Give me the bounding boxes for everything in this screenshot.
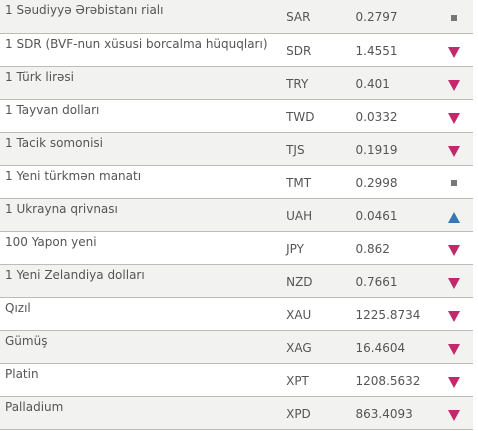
currency-name: Gümüş: [0, 330, 283, 364]
currency-code: XPD: [282, 396, 356, 430]
currency-name: 1 SDR (BVF-nun xüsusi borcalma hüquqları…: [0, 33, 283, 67]
currency-code: TRY: [282, 66, 356, 100]
currency-name: 1 Səudiyyə Ərəbistanı rialı: [0, 0, 283, 34]
trend-down-icon: [448, 409, 461, 421]
exchange-rate-value: 0.7661: [355, 264, 436, 298]
trend-cell: [435, 330, 473, 364]
currency-code: NZD: [282, 264, 356, 298]
currency-name: Qızıl: [0, 297, 283, 331]
trend-unchanged-icon: [451, 14, 458, 21]
currency-row-xpd: Palladium XPD 863.4093: [0, 396, 473, 430]
currency-row-jpy: 100 Yapon yeni JPY 0.862: [0, 231, 473, 265]
currency-row-sar: 1 Səudiyyə Ərəbistanı rialı SAR 0.2797: [0, 0, 473, 34]
currency-row-tmt: 1 Yeni türkmən manatı TMT 0.2998: [0, 165, 473, 199]
currency-name: 1 Tacik somonisi: [0, 132, 283, 166]
currency-code: SDR: [282, 33, 356, 67]
trend-down-icon: [448, 376, 461, 388]
exchange-rate-value: 0.2998: [355, 165, 436, 199]
trend-unchanged-icon: [451, 180, 458, 186]
exchange-rate-value: 1225.8734: [355, 297, 436, 331]
trend-cell: [435, 132, 473, 166]
trend-cell: [435, 198, 473, 232]
currency-row-xag: Gümüş XAG 16.4604: [0, 330, 473, 364]
exchange-rate-value: 16.4604: [355, 330, 436, 364]
trend-cell: [435, 33, 473, 67]
exchange-rate-value: 0.2797: [355, 0, 436, 34]
currency-name: 1 Yeni Zelandiya dolları: [0, 264, 283, 298]
currency-code: JPY: [282, 231, 356, 265]
trend-cell: [435, 396, 473, 430]
currency-row-xpt: Platin XPT 1208.5632: [0, 363, 473, 397]
currency-row-uah: 1 Ukrayna qrivnası UAH 0.0461: [0, 198, 473, 232]
exchange-rate-value: 1.4551: [355, 33, 436, 67]
trend-cell: [435, 66, 473, 100]
currency-row-try: 1 Türk lirəsi TRY 0.401: [0, 66, 473, 100]
currency-name: 1 Yeni türkmən manatı: [0, 165, 283, 199]
exchange-rate-value: 0.401: [355, 66, 436, 100]
trend-down-icon: [448, 79, 461, 91]
currency-code: TJS: [282, 132, 356, 166]
exchange-rate-value: 863.4093: [355, 396, 436, 430]
trend-cell: [435, 264, 473, 298]
exchange-rate-value: 1208.5632: [355, 363, 436, 397]
trend-down-icon: [448, 112, 461, 124]
currency-name: 1 Tayvan dolları: [0, 99, 283, 133]
currency-code: XPT: [282, 363, 356, 397]
currency-name: 100 Yapon yeni: [0, 231, 283, 265]
trend-cell: [435, 363, 473, 397]
currency-code: SAR: [282, 0, 356, 34]
currency-code: UAH: [282, 198, 356, 232]
currency-code: TWD: [282, 99, 356, 133]
trend-down-icon: [448, 46, 461, 58]
exchange-rate-value: 0.0461: [355, 198, 436, 232]
trend-down-icon: [448, 244, 461, 256]
currency-row-twd: 1 Tayvan dolları TWD 0.0332: [0, 99, 473, 133]
exchange-rate-value: 0.862: [355, 231, 436, 265]
currency-row-xau: Qızıl XAU 1225.8734: [0, 297, 473, 331]
trend-down-icon: [448, 277, 461, 289]
trend-cell: [435, 99, 473, 133]
exchange-rate-value: 0.0332: [355, 99, 436, 133]
currency-code: TMT: [282, 165, 356, 199]
trend-down-icon: [448, 145, 461, 157]
currency-code: XAU: [282, 297, 356, 331]
currency-row-sdr: 1 SDR (BVF-nun xüsusi borcalma hüquqları…: [0, 33, 473, 67]
trend-cell: [435, 297, 473, 331]
trend-cell: [435, 0, 473, 34]
trend-cell: [435, 231, 473, 265]
currency-name: Platin: [0, 363, 283, 397]
trend-cell: [435, 165, 473, 199]
currency-code: XAG: [282, 330, 356, 364]
currency-row-tjs: 1 Tacik somonisi TJS 0.1919: [0, 132, 473, 166]
currency-row-nzd: 1 Yeni Zelandiya dolları NZD 0.7661: [0, 264, 473, 298]
trend-down-icon: [448, 310, 461, 322]
currency-name: Palladium: [0, 396, 283, 430]
currency-name: 1 Ukrayna qrivnası: [0, 198, 283, 232]
currency-name: 1 Türk lirəsi: [0, 66, 283, 100]
trend-down-icon: [448, 343, 461, 355]
exchange-rate-value: 0.1919: [355, 132, 436, 166]
trend-up-icon: [448, 211, 461, 223]
